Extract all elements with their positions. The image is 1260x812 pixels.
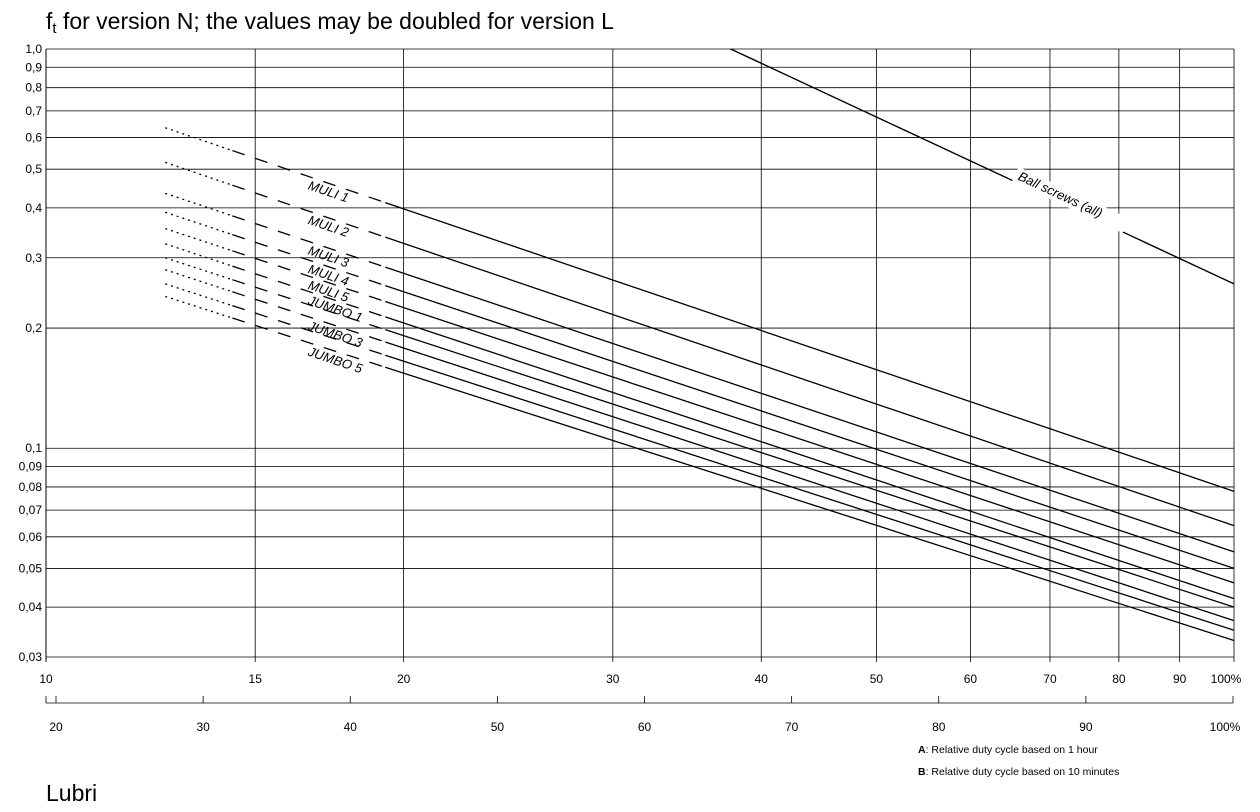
series-line-9-dotted xyxy=(165,283,233,307)
series-label-muli-2: MULI 2 xyxy=(306,212,351,240)
x-tick-label: 60 xyxy=(964,672,978,686)
y-tick-label: 1,0 xyxy=(25,42,42,56)
series-line-8-solid xyxy=(385,341,1235,622)
y-tick-label: 0,5 xyxy=(25,162,42,176)
series-line-6-solid xyxy=(385,316,1235,600)
series-line-10-dashed xyxy=(232,317,386,368)
series-line-2-dashed xyxy=(232,184,386,238)
series-line-3-solid xyxy=(385,266,1235,553)
x2-tick-label: 20 xyxy=(49,720,63,734)
note-b: B: Relative duty cycle based on 10 minut… xyxy=(918,766,1119,778)
series-line-6-dashed xyxy=(232,265,386,318)
x2-tick-label: 60 xyxy=(638,720,652,734)
series-line-5-dashed xyxy=(232,250,386,303)
y-tick-label: 0,3 xyxy=(25,251,42,265)
y-tick-label: 0,05 xyxy=(19,561,43,575)
chart-title: ft for version N; the values may be doub… xyxy=(46,4,614,38)
series-line-8-dashed xyxy=(232,291,386,343)
series-line-3-dashed xyxy=(232,215,386,268)
vertical-gridlines xyxy=(45,49,1235,662)
series-line-9-dashed xyxy=(232,305,386,356)
x-tick-label: 70 xyxy=(1043,672,1057,686)
series-line-9-solid xyxy=(385,354,1235,631)
x-tick-labels: 10 15 20 30 40 50 60 70 80 90 100% xyxy=(39,672,1241,686)
x-tick-label: 100% xyxy=(1211,672,1242,686)
series-lines xyxy=(165,48,1235,642)
x-tick-label: 10 xyxy=(39,672,53,686)
ball-screws-label-bg xyxy=(1011,166,1130,233)
y-tick-label: 0,08 xyxy=(19,480,43,494)
series-line-4-solid xyxy=(385,284,1235,570)
y-tick-label: 0,04 xyxy=(19,600,43,614)
series-line-2-solid xyxy=(385,236,1235,527)
x2-tick-label: 100% xyxy=(1210,720,1241,734)
y-tick-label: 0,06 xyxy=(19,530,43,544)
x2-tick-label: 50 xyxy=(491,720,505,734)
y-tick-label: 0,07 xyxy=(19,503,43,517)
title-text: for version N; the values may be doubled… xyxy=(56,8,614,34)
y-tick-label: 0,1 xyxy=(25,441,42,455)
x2-tick-label: 40 xyxy=(344,720,358,734)
title-subscript: t xyxy=(52,20,57,37)
series-line-4-dashed xyxy=(232,234,386,287)
series-line-1-dotted xyxy=(165,127,233,152)
x-tick-label: 20 xyxy=(397,672,411,686)
series-line-1-dashed xyxy=(232,149,386,204)
x-tick-label: 90 xyxy=(1173,672,1187,686)
x2-tick-labels: 20 30 40 50 60 70 80 90 100% xyxy=(49,720,1240,734)
y-tick-label: 0,03 xyxy=(19,650,43,664)
series-line-5-solid xyxy=(385,300,1235,584)
y-tick-label: 0,6 xyxy=(25,131,42,145)
series-line-10-dotted xyxy=(165,295,233,319)
series-label-muli-1: MULI 1 xyxy=(306,178,351,206)
axes xyxy=(45,49,1234,704)
y-tick-label: 0,9 xyxy=(25,60,42,74)
series-line-7-dashed xyxy=(232,279,386,331)
y-tick-label: 0,2 xyxy=(25,321,42,335)
note-b-text: : Relative duty cycle based on 10 minute… xyxy=(925,766,1120,778)
series-label-ball-screws: Ball screws (all) xyxy=(1016,169,1105,221)
note-a-text: : Relative duty cycle based on 1 hour xyxy=(925,744,1098,756)
series-line-8-dotted xyxy=(165,269,233,293)
note-a: A: Relative duty cycle based on 1 hour xyxy=(918,744,1098,756)
x2-tick-label: 90 xyxy=(1079,720,1093,734)
series-line-2-dotted xyxy=(165,161,233,186)
y-tick-label: 0,8 xyxy=(25,81,42,95)
x-tick-label: 40 xyxy=(755,672,769,686)
series-line-ball-screws xyxy=(730,48,1235,285)
y-tick-labels: 1,0 0,9 0,8 0,7 0,6 0,5 0,4 0,3 0,2 0,1 0,09 0,08 0,… xyxy=(19,42,43,664)
series-line-3-dotted xyxy=(165,192,233,217)
note-b-key: B xyxy=(918,766,926,778)
partial-heading: Lubri xyxy=(46,780,98,806)
y-tick-label: 0,7 xyxy=(25,104,42,118)
x-tick-label: 30 xyxy=(606,672,620,686)
y-tick-label: 0,09 xyxy=(19,460,43,474)
series-line-10-solid xyxy=(385,366,1235,642)
title-symbol: f xyxy=(46,8,53,34)
x-tick-label: 80 xyxy=(1112,672,1126,686)
y-tick-label: 0,4 xyxy=(25,201,42,215)
x2-tick-label: 80 xyxy=(932,720,946,734)
series-line-1-solid xyxy=(385,201,1235,492)
note-a-key: A xyxy=(918,744,926,756)
series-line-4-dotted xyxy=(165,211,233,236)
series-line-7-solid xyxy=(385,329,1235,608)
x-tick-label: 15 xyxy=(249,672,263,686)
series-line-7-dotted xyxy=(165,257,233,281)
horizontal-gridlines xyxy=(46,48,1234,658)
x2-tick-label: 70 xyxy=(785,720,799,734)
x2-tick-label: 30 xyxy=(196,720,210,734)
x-tick-label: 50 xyxy=(870,672,884,686)
